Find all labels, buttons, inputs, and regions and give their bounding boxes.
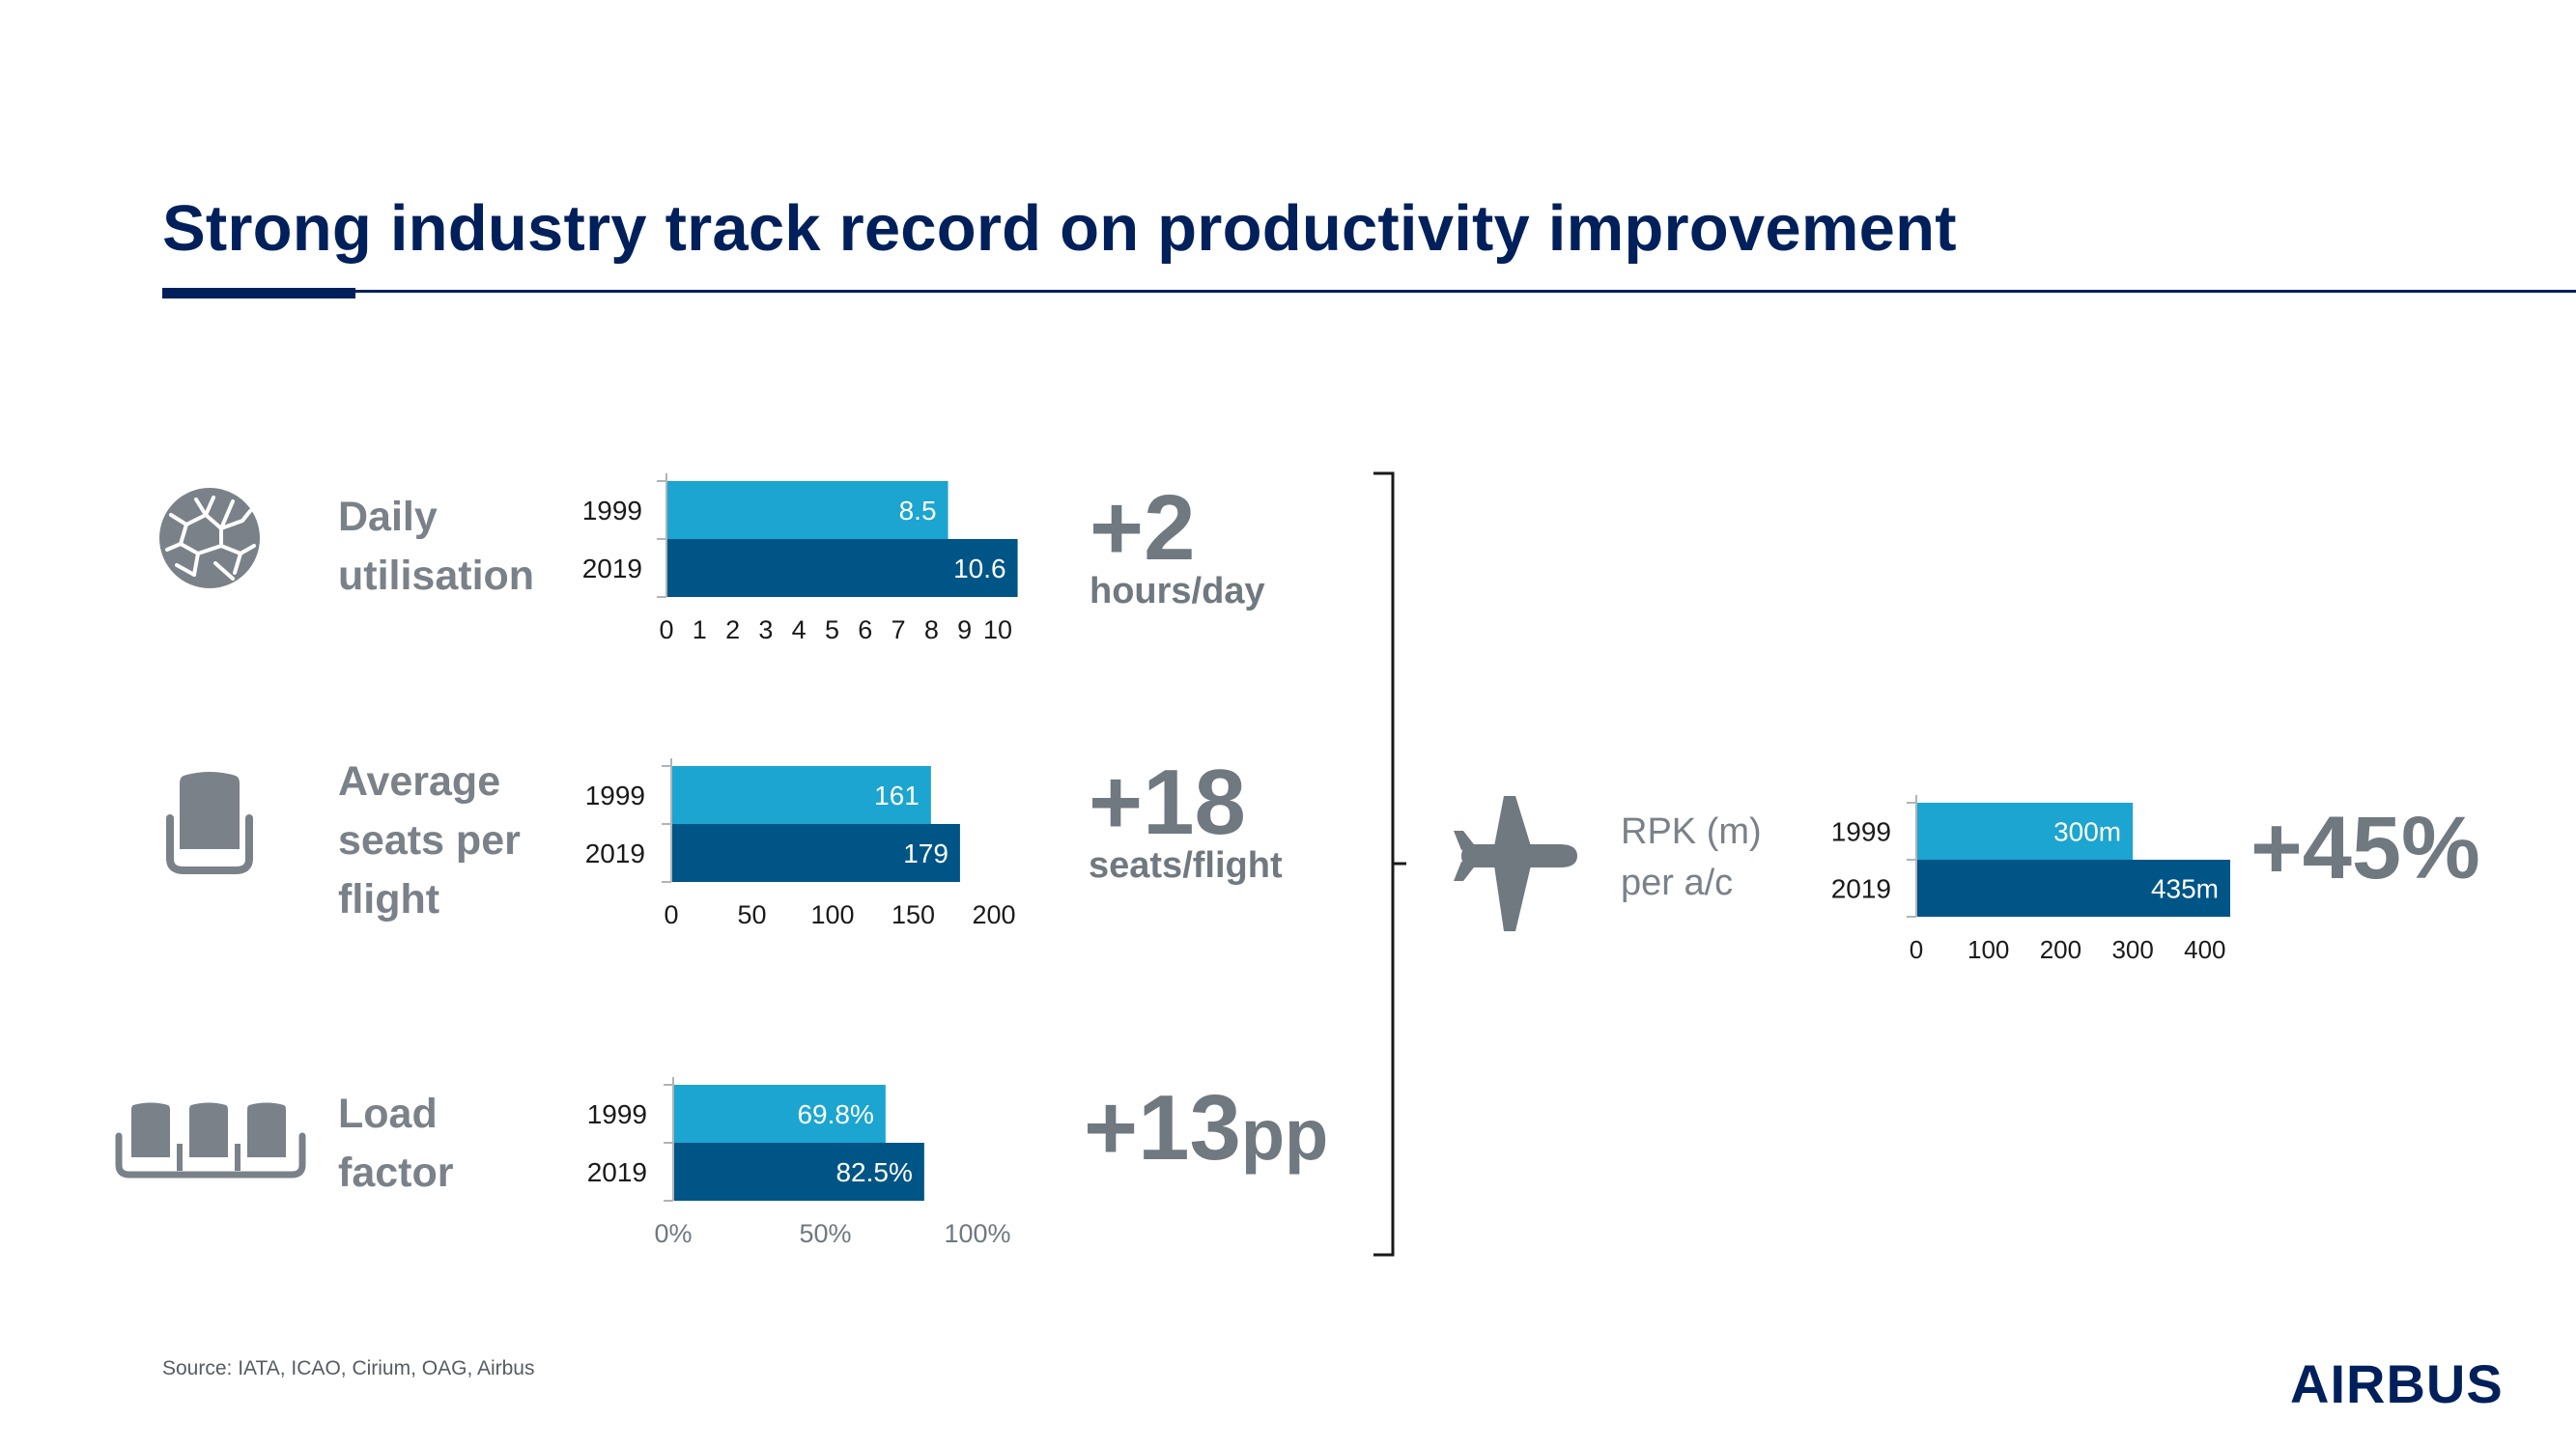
label-line: Average — [338, 758, 501, 805]
bar-1999 — [666, 481, 948, 539]
load-factor-label: Load factor — [338, 1085, 453, 1203]
x-tick-label: 4 — [792, 615, 807, 644]
label-line: Load — [338, 1091, 438, 1137]
bar-value-label: 179 — [903, 838, 948, 868]
x-tick-label: 400 — [2184, 935, 2225, 964]
bar-1999 — [1916, 803, 2134, 860]
bar-2019 — [1916, 860, 2230, 917]
category-label: 1999 — [1831, 817, 1891, 847]
bar-2019 — [671, 824, 960, 882]
daily-utilisation-label: Daily utilisation — [338, 488, 534, 606]
x-tick-label: 10 — [983, 615, 1012, 644]
delta-unit: seats/flight — [1089, 845, 1283, 886]
page-title: Strong industry track record on producti… — [162, 192, 1957, 265]
x-tick-label: 100% — [944, 1219, 1010, 1248]
category-label: 2019 — [587, 1157, 647, 1187]
x-tick-label: 8 — [924, 615, 939, 644]
seat-icon — [166, 772, 253, 874]
load-factor-delta: +13pp — [1084, 1080, 1328, 1183]
category-label: 2019 — [1831, 874, 1891, 904]
daily-utilisation-delta: +2 hours/day — [1090, 476, 1265, 611]
x-tick-label: 9 — [957, 615, 972, 644]
delta-unit: hours/day — [1090, 571, 1265, 611]
daily-utilisation-chart: 8.5 1999 10.6 2019 0 1 2 3 4 5 6 7 8 9 10 — [582, 473, 1018, 644]
grouping-bracket — [1373, 471, 1406, 1257]
airplane-icon — [1454, 796, 1577, 931]
title-accent-bar — [162, 288, 355, 298]
bar-2019 — [666, 539, 1018, 597]
rpk-delta: +45% — [2250, 800, 2480, 896]
title-divider — [162, 290, 2576, 293]
delta-unit: pp — [1240, 1094, 1329, 1175]
x-tick-label: 7 — [892, 615, 906, 644]
label-line: Daily — [338, 494, 438, 540]
label-line: utilisation — [338, 553, 535, 599]
category-label: 2019 — [585, 838, 645, 868]
three-seats-icon — [115, 1102, 306, 1179]
average-seats-chart: 161 1999 179 2019 0 50 100 150 200 — [585, 758, 1016, 929]
load-factor-chart: 69.8% 1999 82.5% 2019 0% 50% 100% — [587, 1077, 1011, 1248]
x-tick-label: 150 — [892, 900, 935, 929]
average-seats-label: Average seats per flight — [338, 753, 521, 929]
x-tick-label: 300 — [2111, 935, 2153, 964]
bar-value-label: 161 — [874, 781, 920, 810]
delta-value: +13 — [1084, 1076, 1241, 1179]
delta-value: +45% — [2250, 799, 2480, 897]
average-seats-delta: +18 seats/flight — [1089, 751, 1283, 886]
rpk-label: RPK (m) per a/c — [1621, 807, 1762, 909]
delta-value: +18 — [1089, 751, 1246, 854]
rpk-chart: 300m 1999 435m 2019 0 100 200 300 400 — [1831, 795, 2230, 964]
bar-value-label: 69.8% — [797, 1099, 873, 1129]
x-tick-label: 200 — [2040, 935, 2081, 964]
x-tick-label: 0 — [1910, 935, 1923, 964]
globe-icon — [159, 488, 260, 588]
label-line: factor — [338, 1150, 454, 1196]
label-line: seats per — [338, 817, 521, 864]
x-tick-label: 2 — [725, 615, 740, 644]
x-tick-label: 6 — [858, 615, 872, 644]
bar-2019 — [673, 1143, 924, 1201]
x-tick-label: 50 — [737, 900, 766, 929]
x-tick-label: 100 — [1967, 935, 2009, 964]
x-tick-label: 3 — [758, 615, 773, 644]
bar-value-label: 8.5 — [899, 496, 937, 526]
label-line: per a/c — [1621, 863, 1734, 903]
category-label: 1999 — [582, 496, 642, 526]
x-tick-label: 0 — [664, 900, 678, 929]
x-tick-label: 0 — [659, 615, 673, 644]
bar-value-label: 82.5% — [835, 1157, 912, 1187]
source-note: Source: IATA, ICAO, Cirium, OAG, Airbus — [162, 1357, 535, 1379]
category-label: 1999 — [585, 781, 645, 810]
x-tick-label: 100 — [810, 900, 854, 929]
x-tick-label: 0% — [654, 1219, 692, 1248]
x-tick-label: 50% — [799, 1219, 851, 1248]
bar-1999 — [673, 1085, 886, 1143]
x-tick-label: 1 — [693, 615, 707, 644]
label-line: flight — [338, 876, 440, 923]
bar-value-label: 300m — [2053, 817, 2121, 847]
bar-value-label: 435m — [2151, 874, 2219, 904]
label-line: RPK (m) — [1621, 811, 1762, 852]
airbus-logo: AIRBUS — [2290, 1353, 2504, 1414]
bar-1999 — [671, 766, 931, 824]
category-label: 2019 — [582, 554, 642, 583]
x-tick-label: 200 — [972, 900, 1015, 929]
bar-value-label: 10.6 — [953, 554, 1006, 583]
category-label: 1999 — [587, 1099, 647, 1129]
delta-value: +2 — [1090, 476, 1196, 580]
x-tick-label: 5 — [825, 615, 839, 644]
